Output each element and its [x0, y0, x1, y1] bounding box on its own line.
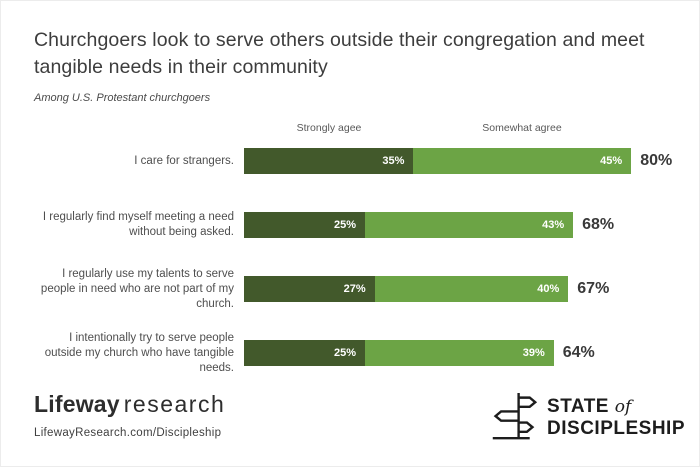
- chart-subtitle: Among U.S. Protestant churchgoers: [34, 92, 211, 104]
- logo-discipleship-text: DISCIPLESHIP: [547, 417, 685, 439]
- row-label: I regularly find myself meeting a need w…: [42, 211, 234, 238]
- chart-row-serve-people-outside: I intentionally try to serve people outs…: [31, 332, 699, 374]
- bar-track: 35% 45%: [244, 148, 632, 174]
- row-total: 80%: [640, 152, 673, 169]
- bar-segment-strongly-agree: 35%: [244, 148, 414, 174]
- brand-research: research: [123, 391, 226, 417]
- bar-segment-somewhat-agree: 45%: [413, 148, 632, 174]
- bar-segment-strongly-agree: 25%: [244, 212, 365, 238]
- brand-lifeway: Lifeway: [34, 391, 120, 417]
- bar-track: 27% 40%: [244, 276, 569, 302]
- state-of-discipleship-logo: STATE of DISCIPLESHIP: [490, 391, 685, 443]
- segment-value: 35%: [382, 155, 405, 167]
- segment-value: 27%: [343, 283, 366, 295]
- signpost-icon: [492, 393, 538, 440]
- row-total: 67%: [577, 280, 610, 297]
- chart-row-care-for-strangers: I care for strangers. 35% 45% 80%: [31, 148, 699, 174]
- page-title: Churchgoers look to serve others outside…: [34, 29, 645, 78]
- bar-segment-somewhat-agree: 40%: [374, 276, 569, 302]
- segment-value: 40%: [537, 283, 560, 295]
- lifeway-research-brand: Lifeway research LifewayResearch.com/Disc…: [34, 391, 225, 439]
- row-label: I care for strangers.: [134, 154, 234, 167]
- source-url: LifewayResearch.com/Discipleship: [34, 427, 222, 439]
- bar-segment-somewhat-agree: 43%: [365, 212, 574, 238]
- bar-track: 25% 43%: [244, 212, 574, 238]
- chart-row-meeting-a-need: I regularly find myself meeting a need w…: [31, 211, 699, 238]
- segment-value: 45%: [600, 155, 623, 167]
- bar-segment-strongly-agree: 27%: [244, 276, 375, 302]
- logo-of-text: of: [614, 396, 632, 417]
- legend-strongly-agree: Strongly agee: [296, 122, 362, 134]
- logo-text: STATE of DISCIPLESHIP: [547, 396, 685, 439]
- row-total: 68%: [582, 216, 615, 233]
- segment-value: 25%: [333, 219, 356, 231]
- segment-value: 39%: [522, 347, 545, 359]
- bar-track: 25% 39%: [244, 340, 554, 366]
- row-label: I intentionally try to serve people outs…: [44, 331, 234, 374]
- segment-value: 25%: [333, 347, 356, 359]
- row-total: 64%: [562, 344, 595, 361]
- row-label: I regularly use my talents to serve peop…: [40, 267, 234, 310]
- legend-somewhat-agree: Somewhat agree: [482, 122, 562, 134]
- lifeway-research-wordmark: Lifeway research: [34, 391, 225, 418]
- logo-state-text: STATE: [547, 395, 609, 417]
- logo-line-state-of: STATE of: [547, 396, 685, 418]
- chart-row-use-my-talents: I regularly use my talents to serve peop…: [31, 268, 699, 310]
- bar-segment-strongly-agree: 25%: [244, 340, 365, 366]
- bar-segment-somewhat-agree: 39%: [365, 340, 554, 366]
- segment-value: 43%: [542, 219, 565, 231]
